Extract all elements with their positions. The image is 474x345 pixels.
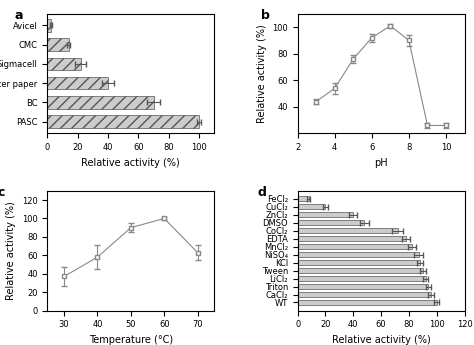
Bar <box>298 260 420 265</box>
Bar <box>47 96 154 109</box>
Bar <box>298 268 423 273</box>
Bar <box>298 300 437 305</box>
Bar <box>298 252 419 257</box>
Bar <box>47 77 108 89</box>
Bar <box>47 58 81 70</box>
X-axis label: Relative activity (%): Relative activity (%) <box>82 158 180 168</box>
X-axis label: Temperature (°C): Temperature (°C) <box>89 335 173 345</box>
Bar <box>47 39 69 51</box>
Bar <box>298 244 412 249</box>
Text: b: b <box>261 9 270 22</box>
Bar <box>298 204 326 209</box>
Bar <box>298 212 353 217</box>
Bar <box>47 116 199 128</box>
Bar <box>298 284 428 289</box>
Y-axis label: Relative activity (%): Relative activity (%) <box>6 201 17 300</box>
Bar <box>298 236 406 241</box>
Bar <box>298 228 398 233</box>
Bar <box>298 292 431 297</box>
Bar <box>298 220 365 225</box>
X-axis label: Relative activity (%): Relative activity (%) <box>332 335 430 345</box>
Text: a: a <box>14 9 23 22</box>
X-axis label: pH: pH <box>374 158 388 168</box>
Bar <box>298 276 426 281</box>
Bar <box>47 19 51 32</box>
Text: d: d <box>258 186 266 199</box>
Text: c: c <box>0 186 5 199</box>
Bar <box>298 196 309 201</box>
Y-axis label: Relative activity (%): Relative activity (%) <box>256 24 267 123</box>
